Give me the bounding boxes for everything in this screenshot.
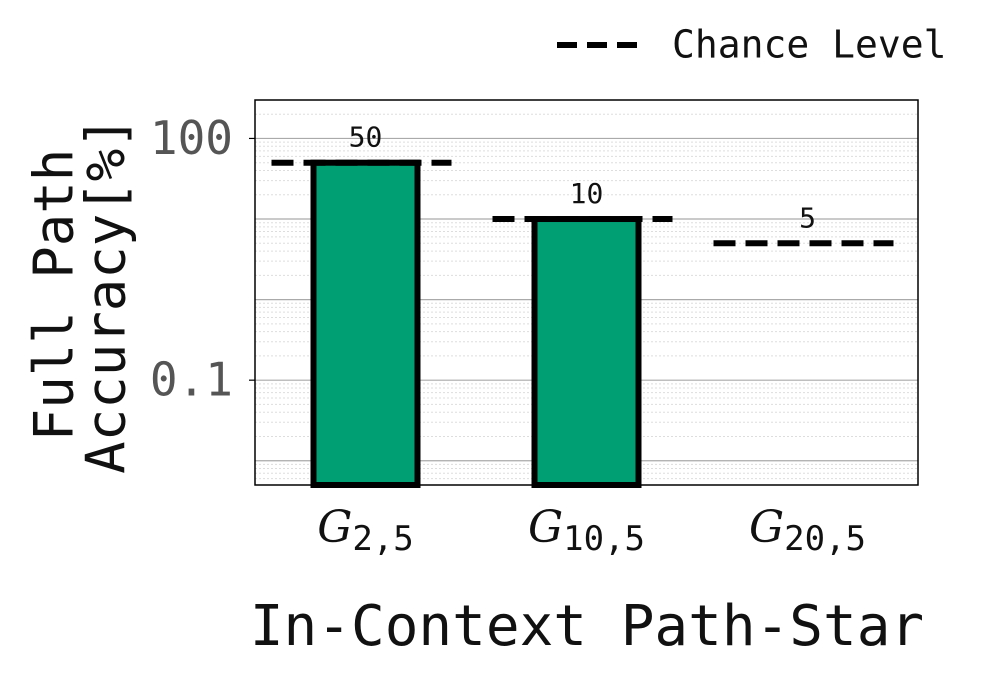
x-axis-label: In-Context Path-Star bbox=[250, 594, 924, 659]
bar bbox=[310, 159, 421, 488]
chance-label: 50 bbox=[349, 121, 383, 154]
bar bbox=[531, 216, 642, 488]
category-subscript: 2,5 bbox=[352, 519, 413, 559]
category-symbol: G bbox=[317, 502, 352, 553]
x-tick-label: G10,5 bbox=[528, 502, 645, 559]
category-subscript: 10,5 bbox=[563, 519, 645, 559]
y-tick-label: 100 bbox=[150, 111, 233, 165]
chance-label: 5 bbox=[799, 201, 816, 234]
x-tick-label: G2,5 bbox=[317, 502, 414, 559]
y-axis-label: Accuracy[%] bbox=[75, 116, 138, 474]
plot-frame bbox=[254, 99, 919, 486]
chance-label: 10 bbox=[570, 177, 604, 210]
x-tick-label: G20,5 bbox=[749, 502, 866, 559]
category-symbol: G bbox=[749, 502, 784, 553]
category-subscript: 20,5 bbox=[784, 519, 866, 559]
y-tick-label: 0.1 bbox=[150, 353, 233, 407]
category-symbol: G bbox=[528, 502, 563, 553]
legend-label: Chance Level bbox=[672, 23, 947, 67]
y-axis-label: Full Path bbox=[23, 149, 86, 442]
